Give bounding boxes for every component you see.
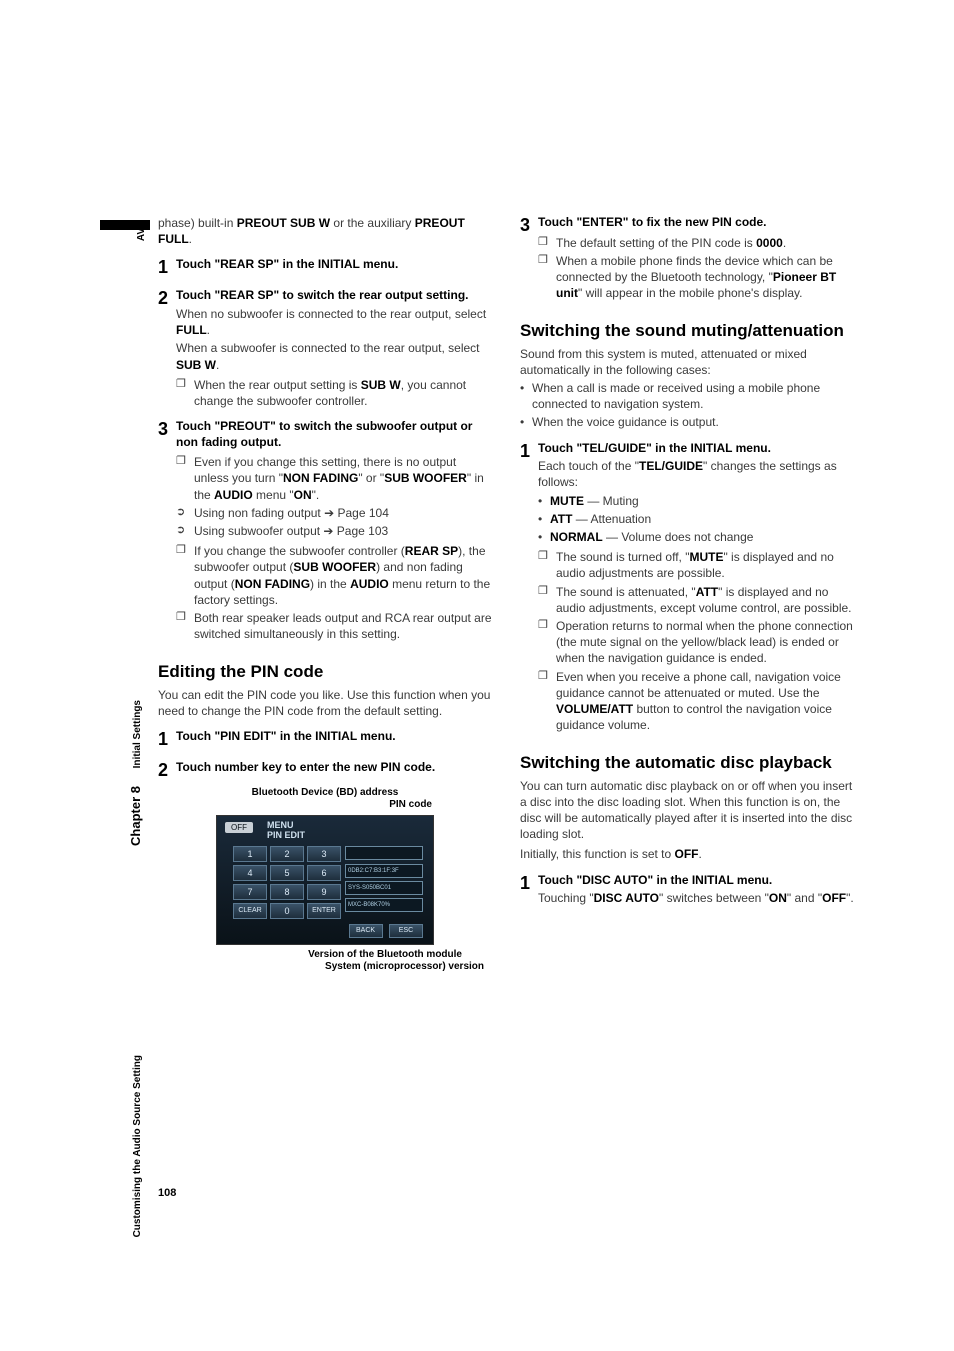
arrow-list: Using non fading output ➔ Page 104 Using… xyxy=(176,505,492,539)
section-heading: Switching the automatic disc playback xyxy=(520,753,854,773)
bullet-item: When the rear output setting is SUB W, y… xyxy=(176,377,492,409)
info-bd: 0DB2:C7:B3:1F:3F xyxy=(345,864,423,878)
info-mxc: MXC-B08K70% xyxy=(345,898,423,912)
bullet-item: If you change the subwoofer controller (… xyxy=(176,543,492,608)
s2-step-2: 2 Touch number key to enter the new PIN … xyxy=(158,760,492,781)
step-text: When no subwoofer is connected to the re… xyxy=(176,306,492,338)
bullet-list: When the rear output setting is SUB W, y… xyxy=(176,377,492,409)
step-number: 2 xyxy=(158,288,176,309)
key: CLEAR xyxy=(233,903,267,919)
right-column: 3 Touch "ENTER" to fix the new PIN code.… xyxy=(520,215,854,973)
step-title: Touch "TEL/GUIDE" in the INITIAL menu. xyxy=(538,441,854,457)
intro-fragment: phase) built-in PREOUT SUB W or the auxi… xyxy=(158,215,492,247)
dot-item: When the voice guidance is output. xyxy=(520,414,854,430)
bullet-item: Operation returns to normal when the pho… xyxy=(538,618,854,667)
step-number: 1 xyxy=(520,441,538,462)
step-title: Touch "PIN EDIT" in the INITIAL menu. xyxy=(176,729,492,745)
step-number: 3 xyxy=(158,419,176,440)
bullet-item: Even when you receive a phone call, navi… xyxy=(538,669,854,734)
step-number: 3 xyxy=(520,215,538,236)
option-item: MUTE — Muting xyxy=(538,493,854,509)
bottom-buttons: BACK ESC xyxy=(347,919,423,938)
screenshot-block: Bluetooth Device (BD) address PIN code O… xyxy=(158,787,492,973)
info-sys: SYS-S050BC01 xyxy=(345,881,423,895)
caption-bd: Bluetooth Device (BD) address xyxy=(158,787,492,799)
step-title: Touch number key to enter the new PIN co… xyxy=(176,760,492,776)
back-button: BACK xyxy=(349,924,383,938)
step-2: 2 Touch "REAR SP" to switch the rear out… xyxy=(158,288,492,409)
bullet-list: If you change the subwoofer controller (… xyxy=(176,543,492,642)
step-number: 1 xyxy=(158,257,176,278)
option-item: NORMAL — Volume does not change xyxy=(538,529,854,545)
section-intro: You can turn automatic disc playback on … xyxy=(520,778,854,843)
device-screen: OFF MENUPIN EDIT 1 2 3 4 5 6 7 8 9 CLEAR… xyxy=(216,815,434,945)
bullet-item: The default setting of the PIN code is 0… xyxy=(538,235,854,251)
key: 4 xyxy=(233,865,267,881)
page-content: phase) built-in PREOUT SUB W or the auxi… xyxy=(100,215,854,973)
arrow-item: Using subwoofer output ➔ Page 103 xyxy=(176,523,492,539)
dot-item: When a call is made or received using a … xyxy=(520,380,854,412)
step-title: Touch "REAR SP" in the INITIAL menu. xyxy=(176,257,492,273)
off-badge: OFF xyxy=(225,822,253,833)
sidebar-customising: Customising the Audio Source Setting xyxy=(132,1055,143,1237)
key: 5 xyxy=(270,865,304,881)
bullet-item: Even if you change this setting, there i… xyxy=(176,454,492,503)
bullet-list: The default setting of the PIN code is 0… xyxy=(538,235,854,302)
step-text: Touching "DISC AUTO" switches between "O… xyxy=(538,890,854,906)
r-step-3: 3 Touch "ENTER" to fix the new PIN code.… xyxy=(520,215,854,301)
bullet-list: The sound is turned off, "MUTE" is displ… xyxy=(538,549,854,733)
options-list: MUTE — Muting ATT — Attenuation NORMAL —… xyxy=(538,493,854,546)
screen-title: MENUPIN EDIT xyxy=(267,820,305,840)
bullet-list: Even if you change this setting, there i… xyxy=(176,454,492,503)
bullet-item: The sound is attenuated, "ATT" is displa… xyxy=(538,584,854,616)
option-item: ATT — Attenuation xyxy=(538,511,854,527)
bullet-item: Both rear speaker leads output and RCA r… xyxy=(176,610,492,642)
s4-step-1: 1 Touch "DISC AUTO" in the INITIAL menu.… xyxy=(520,873,854,907)
section-heading: Editing the PIN code xyxy=(158,662,492,682)
pin-field xyxy=(345,846,423,860)
section-intro: You can edit the PIN code you like. Use … xyxy=(158,687,492,719)
keypad: 1 2 3 4 5 6 7 8 9 CLEAR 0 ENTER xyxy=(233,846,341,919)
section-intro2: Initially, this function is set to OFF. xyxy=(520,846,854,862)
step-number: 2 xyxy=(158,760,176,781)
step-title: Touch "DISC AUTO" in the INITIAL menu. xyxy=(538,873,854,889)
section-heading: Switching the sound muting/attenuation xyxy=(520,321,854,341)
left-column: phase) built-in PREOUT SUB W or the auxi… xyxy=(158,215,492,973)
bullet-item: The sound is turned off, "MUTE" is displ… xyxy=(538,549,854,581)
arrow-item: Using non fading output ➔ Page 104 xyxy=(176,505,492,521)
s3-step-1: 1 Touch "TEL/GUIDE" in the INITIAL menu.… xyxy=(520,441,854,734)
key: 0 xyxy=(270,903,304,919)
page-number: 108 xyxy=(158,1187,176,1199)
key: ENTER xyxy=(307,903,341,919)
step-1: 1 Touch "REAR SP" in the INITIAL menu. xyxy=(158,257,492,278)
caption-bt: Version of the Bluetooth module xyxy=(158,949,492,961)
key: 2 xyxy=(270,846,304,862)
step-text: When a subwoofer is connected to the rea… xyxy=(176,340,492,372)
step-title: Touch "REAR SP" to switch the rear outpu… xyxy=(176,288,492,304)
step-3: 3 Touch "PREOUT" to switch the subwoofer… xyxy=(158,419,492,642)
key: 7 xyxy=(233,884,267,900)
key: 1 xyxy=(233,846,267,862)
step-title: Touch "PREOUT" to switch the subwoofer o… xyxy=(176,419,492,450)
section-intro: Sound from this system is muted, attenua… xyxy=(520,346,854,378)
step-title: Touch "ENTER" to fix the new PIN code. xyxy=(538,215,854,231)
key: 9 xyxy=(307,884,341,900)
key: 6 xyxy=(307,865,341,881)
caption-pin: PIN code xyxy=(158,799,492,811)
info-panel: 0DB2:C7:B3:1F:3F SYS-S050BC01 MXC-B08K70… xyxy=(345,864,423,915)
key: 8 xyxy=(270,884,304,900)
key: 3 xyxy=(307,846,341,862)
esc-button: ESC xyxy=(389,924,423,938)
bullet-item: When a mobile phone finds the device whi… xyxy=(538,253,854,302)
s2-step-1: 1 Touch "PIN EDIT" in the INITIAL menu. xyxy=(158,729,492,750)
step-text: Each touch of the "TEL/GUIDE" changes th… xyxy=(538,458,854,490)
step-number: 1 xyxy=(158,729,176,750)
step-number: 1 xyxy=(520,873,538,894)
dot-list: When a call is made or received using a … xyxy=(520,380,854,431)
caption-sys: System (microprocessor) version xyxy=(158,961,492,973)
